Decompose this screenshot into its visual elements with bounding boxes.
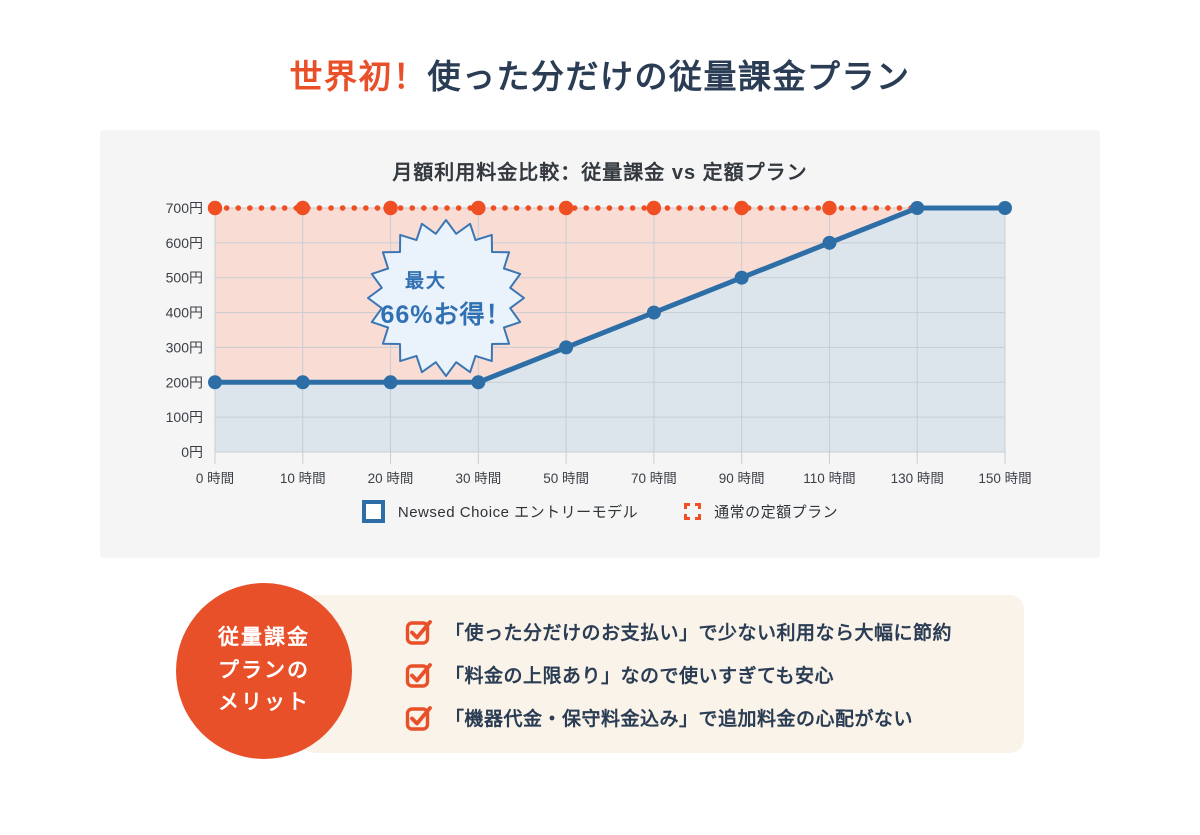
chart-legend: Newsed Choice エントリーモデル 通常の定額プラン — [100, 500, 1100, 523]
flat-plan-point — [734, 200, 749, 216]
usage-plan-point — [910, 201, 925, 215]
y-axis-tick-label: 100円 — [166, 409, 203, 425]
flat-plan-point — [383, 200, 398, 216]
usage-plan-point — [471, 375, 486, 390]
x-axis-tick-label: 90 時間 — [719, 471, 765, 486]
usage-plan-point — [295, 375, 310, 390]
savings-badge: 最大 66%お得！ — [366, 218, 526, 378]
page-title-accent: 世界初！ — [289, 58, 428, 96]
savings-badge-line2: 66%お得！ — [380, 300, 512, 329]
merit-row: 「使った分だけのお支払い」で少ない利用なら大幅に節約 — [404, 616, 1024, 646]
flat-plan-point — [471, 200, 486, 216]
x-axis-tick-label: 130 時間 — [891, 471, 944, 486]
page-title: 世界初！使った分だけの従量課金プラン — [0, 56, 1200, 99]
x-axis-tick-label: 150 時間 — [978, 471, 1031, 486]
usage-plan-point — [383, 375, 398, 390]
x-axis-tick-label: 30 時間 — [455, 471, 501, 486]
merit-circle-line: メリット — [218, 691, 310, 715]
legend-label-flat-plan: 通常の定額プラン — [714, 504, 839, 521]
merit-box: 「使った分だけのお支払い」で少ない利用なら大幅に節約 「料金の上限あり」なので使… — [300, 595, 1024, 753]
usage-plan-point — [998, 201, 1012, 215]
x-axis-tick-label: 70 時間 — [631, 471, 677, 486]
merit-row: 「機器代金・保守料金込み」で追加料金の心配がない — [404, 702, 1024, 732]
checkbox-check-icon — [405, 706, 432, 731]
y-axis-tick-label: 400円 — [166, 305, 203, 321]
usage-area — [215, 208, 1005, 452]
usage-plan-point — [646, 305, 661, 320]
starburst-icon — [367, 219, 525, 377]
y-axis-tick-label: 300円 — [166, 339, 203, 355]
y-axis-tick-label: 700円 — [166, 200, 203, 216]
checkbox-check-icon — [405, 620, 432, 645]
merit-item-text: 「料金の上限あり」なので使いすぎても安心 — [445, 665, 835, 687]
blue-series-swatch-icon — [361, 500, 385, 523]
savings-badge-line1: 最大 — [404, 270, 447, 292]
usage-plan-line — [215, 205, 1005, 385]
legend-item-flat-plan: 通常の定額プラン — [684, 501, 838, 522]
merit-row: 「料金の上限あり」なので使いすぎても安心 — [404, 659, 1024, 689]
chart-panel: 月額利用料金比較：従量課金 vs 定額プラン 0円 100円 200円 300円 400… — [100, 130, 1100, 558]
usage-plan-point — [208, 375, 222, 390]
y-axis-tick-label: 600円 — [166, 235, 203, 251]
usage-plan-point — [822, 235, 837, 250]
x-axis-tick-label: 10 時間 — [280, 471, 326, 486]
red-series-swatch-icon — [684, 503, 702, 520]
flat-plan-point — [822, 200, 837, 216]
flat-plan-point — [646, 200, 662, 216]
checkbox-check-icon — [405, 663, 432, 688]
x-axis-tick-label: 20 時間 — [368, 471, 414, 486]
merit-item-text: 「使った分だけのお支払い」で少ない利用なら大幅に節約 — [445, 622, 953, 644]
x-axis-tick-label: 0 時間 — [196, 471, 234, 486]
merit-item-text: 「機器代金・保守料金込み」で追加料金の心配がない — [445, 708, 914, 730]
merit-circle-line: 従量課金 — [218, 626, 310, 650]
y-axis-tick-label: 0円 — [181, 444, 203, 460]
chart-title: 月額利用料金比較：従量課金 vs 定額プラン — [392, 162, 808, 184]
page-title-main: 使った分だけの従量課金プラン — [427, 58, 911, 96]
flat-plan-point — [207, 200, 223, 216]
merit-circle-label: 従量課金 プランの メリット — [176, 583, 352, 759]
usage-plan-point — [559, 340, 574, 355]
legend-item-usage-plan: Newsed Choice エントリーモデル — [361, 500, 639, 523]
x-axis-tick-label: 50 時間 — [543, 471, 589, 486]
legend-label-usage-plan: Newsed Choice エントリーモデル — [397, 504, 639, 521]
flat-plan-point — [558, 200, 574, 216]
x-axis-tick-label: 110 時間 — [803, 471, 855, 486]
usage-plan-point — [734, 270, 749, 285]
pricing-comparison-chart: 0円 100円 200円 300円 400円 500円 600円 700円 0 時間 10 時間 2… — [166, 200, 1032, 486]
y-axis-tick-label: 500円 — [166, 270, 203, 286]
merit-circle-line: プランの — [218, 658, 310, 682]
flat-plan-point — [295, 200, 310, 216]
y-axis-tick-label: 200円 — [166, 374, 203, 390]
